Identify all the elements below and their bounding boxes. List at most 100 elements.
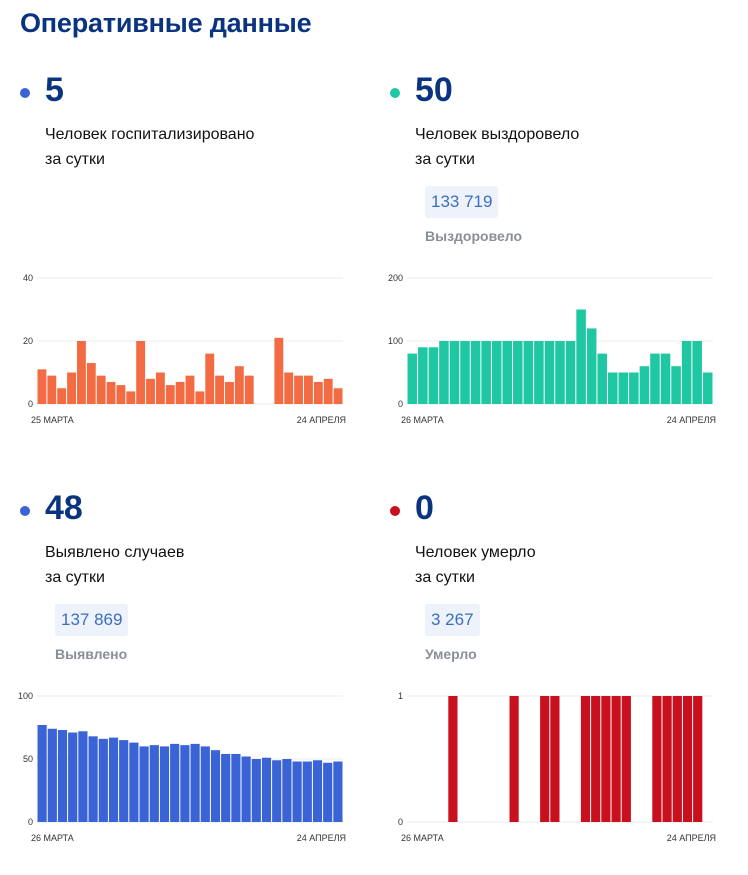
bar <box>580 696 591 822</box>
bar <box>693 696 703 822</box>
description-line: Выявлено случаев <box>45 544 185 561</box>
bar <box>210 750 221 822</box>
bar <box>513 341 523 404</box>
bar <box>586 328 597 404</box>
x-start-label: 25 МАРТА <box>31 415 74 425</box>
series-dot <box>20 88 30 98</box>
bar <box>190 743 200 822</box>
y-tick-label: 200 <box>388 273 403 283</box>
bar <box>165 385 175 404</box>
bar <box>37 724 47 822</box>
x-end-label: 24 АПРЕЛЯ <box>667 833 716 843</box>
hospitalized-count: 5 <box>45 71 64 109</box>
bar <box>57 388 67 404</box>
bar <box>304 375 313 404</box>
bar <box>129 742 139 822</box>
bar <box>597 353 607 404</box>
bar <box>136 341 146 404</box>
bar <box>509 696 519 822</box>
bar <box>639 366 650 404</box>
bar <box>244 375 254 404</box>
bar <box>231 753 241 822</box>
page-title: Оперативные данные <box>20 8 312 38</box>
y-tick-label: 0 <box>28 399 33 409</box>
detected-total: 137 869 <box>55 604 129 636</box>
deaths-total: 3 267 <box>425 604 480 636</box>
bar <box>78 731 88 822</box>
bar <box>88 736 98 822</box>
bar <box>418 347 428 404</box>
bar <box>225 381 234 404</box>
bar <box>323 378 333 404</box>
x-start-label: 26 МАРТА <box>401 833 444 843</box>
bar <box>692 341 702 404</box>
bar <box>544 341 555 404</box>
bar <box>660 353 671 404</box>
bar <box>126 391 136 404</box>
series-dot <box>20 506 30 516</box>
bar <box>652 696 662 822</box>
bar <box>681 341 692 404</box>
card-hospitalized: 5 Человек госпитализировано за сутки 0 20… <box>20 0 380 425</box>
y-tick-label: 1 <box>398 691 403 701</box>
bar <box>292 761 302 822</box>
bar <box>261 757 272 822</box>
bar <box>555 341 565 404</box>
y-tick-label: 40 <box>23 273 33 283</box>
y-tick-label: 0 <box>28 817 33 827</box>
bar <box>481 341 491 404</box>
bar <box>662 696 672 822</box>
y-tick-label: 100 <box>388 336 403 346</box>
x-start-label: 26 МАРТА <box>401 415 444 425</box>
bar <box>702 372 713 404</box>
bar <box>108 737 119 822</box>
bar <box>534 341 544 404</box>
bar <box>37 369 47 404</box>
bar <box>159 746 170 822</box>
description-line: Человек госпитализировано <box>45 126 255 143</box>
bar <box>313 381 323 404</box>
bar <box>221 753 231 822</box>
bar <box>195 391 205 404</box>
bar <box>607 372 618 404</box>
bar <box>460 341 470 404</box>
detected-description: Выявлено случаев за сутки <box>45 540 345 590</box>
deaths-total-label: Умерло <box>425 646 477 662</box>
y-tick-label: 0 <box>398 399 403 409</box>
description-line: Человек умерло <box>415 544 536 561</box>
y-tick-label: 50 <box>23 754 33 764</box>
bar <box>119 740 129 822</box>
bar <box>294 375 304 404</box>
bar <box>428 347 439 404</box>
deaths-description: Человек умерло за сутки <box>415 540 715 590</box>
detected-chart: 0 50 100 26 МАРТА 24 АПРЕЛЯ <box>18 691 346 843</box>
deaths-chart: 0 1 26 МАРТА 24 АПРЕЛЯ <box>398 691 716 843</box>
bar <box>576 309 586 404</box>
series-dot <box>390 88 400 98</box>
detected-count: 48 <box>45 489 83 527</box>
bar <box>540 696 550 822</box>
bar <box>312 760 323 822</box>
bar <box>672 696 682 822</box>
bar <box>611 696 621 822</box>
description-line: за сутки <box>45 151 105 168</box>
x-start-label: 26 МАРТА <box>31 833 74 843</box>
bar <box>272 760 282 822</box>
bar <box>234 366 244 404</box>
bar <box>86 363 96 404</box>
bar <box>302 761 312 822</box>
recovered-total: 133 719 <box>425 186 499 218</box>
bar <box>323 762 333 822</box>
x-end-label: 24 АПРЕЛЯ <box>297 415 346 425</box>
x-end-label: 24 АПРЕЛЯ <box>297 833 346 843</box>
recovered-total-label: Выздоровело <box>425 228 523 244</box>
recovered-count: 50 <box>415 71 453 109</box>
bar <box>116 385 126 404</box>
bar <box>407 353 418 404</box>
bar <box>550 696 560 822</box>
bar <box>170 743 180 822</box>
bar <box>274 337 284 404</box>
recovered-description: Человек выздоровело за сутки <box>415 122 715 172</box>
bar <box>139 746 149 822</box>
bar <box>448 696 458 822</box>
